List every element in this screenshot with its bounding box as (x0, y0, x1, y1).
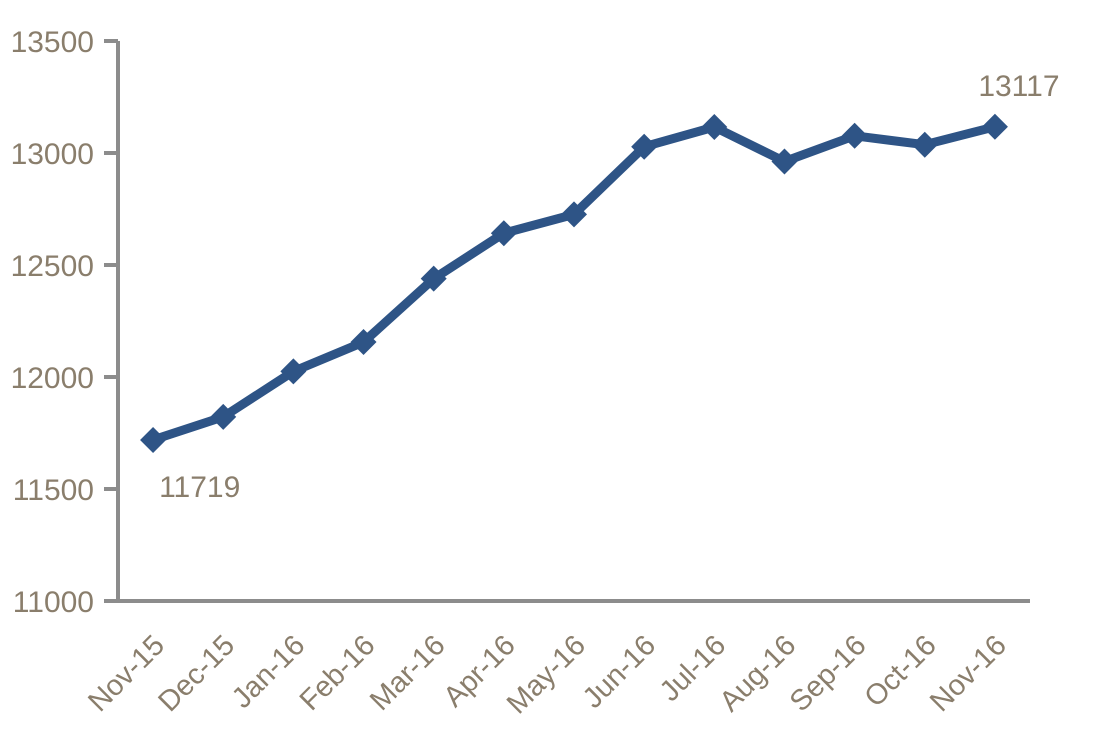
x-tick-label: Feb-16 (294, 629, 382, 717)
data-point-marker[interactable] (420, 265, 447, 292)
x-tick-label: Aug-16 (714, 629, 803, 718)
data-point-marker[interactable] (350, 329, 377, 356)
data-point-marker[interactable] (981, 113, 1008, 140)
data-point-marker[interactable] (210, 403, 237, 430)
y-tick-label: 13000 (11, 138, 94, 171)
data-point-marker[interactable] (841, 122, 868, 149)
y-tick-label: 13500 (11, 26, 94, 59)
x-tick-label: May-16 (501, 629, 592, 720)
data-label: 13117 (978, 70, 1059, 103)
data-point-marker[interactable] (771, 148, 798, 175)
data-point-marker[interactable] (490, 220, 517, 247)
x-tick-label: Sep-16 (784, 629, 873, 718)
y-tick-label: 11000 (13, 586, 94, 619)
y-tick-label: 12000 (11, 362, 94, 395)
data-point-marker[interactable] (631, 133, 658, 160)
series-line (148, 122, 1000, 445)
x-tick-label: Jan-16 (226, 629, 311, 714)
data-point-marker[interactable] (280, 358, 307, 385)
x-tick-label: Jun-16 (577, 629, 662, 714)
data-point-marker[interactable] (701, 114, 728, 141)
y-tick-label: 12500 (11, 250, 94, 283)
data-label: 11719 (159, 471, 240, 504)
x-tick-label: Dec-15 (152, 629, 241, 718)
x-tick-label: Nov-15 (82, 629, 171, 718)
data-point-marker[interactable] (911, 131, 938, 158)
x-tick-label: Nov-16 (924, 629, 1013, 718)
data-point-marker[interactable] (561, 201, 587, 228)
x-tick-label: Mar-16 (364, 629, 452, 717)
y-tick-label: 11500 (13, 474, 94, 507)
data-point-marker[interactable] (140, 426, 167, 453)
